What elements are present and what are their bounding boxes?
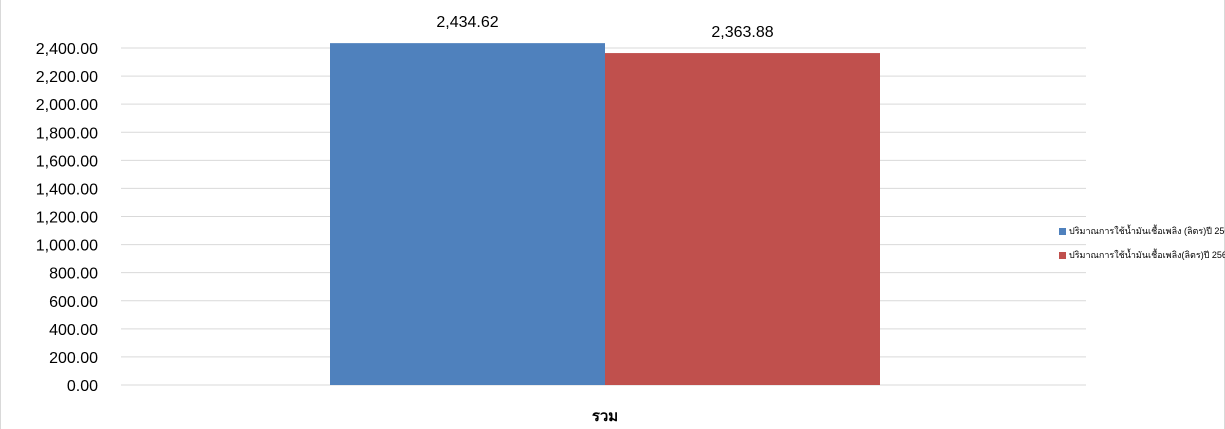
legend-swatch-2568: [1059, 251, 1066, 259]
y-tick-label: 2,000.00: [36, 97, 98, 114]
legend-label-2568: ปริมาณการใช้น้ำมันเชื้อเพลิง(ลิตร)ปี 256…: [1069, 250, 1225, 260]
y-tick-label: 1,000.00: [36, 238, 98, 255]
y-tick-label: 1,200.00: [36, 210, 98, 227]
category-label: รวม: [592, 408, 618, 425]
y-tick-label: 2,200.00: [36, 69, 98, 86]
legend-label-2567: ปริมาณการใช้น้ำมันเชื้อเพลิง (ลิตร)ปี 25…: [1069, 226, 1225, 236]
y-tick-label: 1,600.00: [36, 153, 98, 170]
data-label-1: 2,363.88: [711, 24, 773, 41]
legend-item-2568: ปริมาณการใช้น้ำมันเชื้อเพลิง(ลิตร)ปี 256…: [1059, 248, 1225, 262]
bars: [330, 43, 880, 386]
legend-item-2567: ปริมาณการใช้น้ำมันเชื้อเพลิง (ลิตร)ปี 25…: [1059, 224, 1225, 238]
y-tick-label: 2,400.00: [36, 41, 98, 58]
y-tick-label: 600.00: [49, 294, 98, 311]
bar-0: [330, 43, 605, 386]
legend-swatch-2567: [1059, 227, 1066, 235]
data-label-0: 2,434.62: [436, 14, 498, 31]
y-tick-label: 400.00: [49, 322, 98, 339]
bar-1: [605, 53, 880, 386]
y-tick-label: 800.00: [49, 266, 98, 283]
y-tick-label: 0.00: [67, 378, 98, 395]
y-tick-label: 1,400.00: [36, 181, 98, 198]
data-labels: 2,434.62 2,363.88: [436, 14, 773, 41]
y-tick-label: 200.00: [49, 350, 98, 367]
y-axis-ticks: 0.00 200.00 400.00 600.00 800.00 1,000.00 1,20…: [36, 41, 98, 395]
y-tick-label: 1,800.00: [36, 125, 98, 142]
